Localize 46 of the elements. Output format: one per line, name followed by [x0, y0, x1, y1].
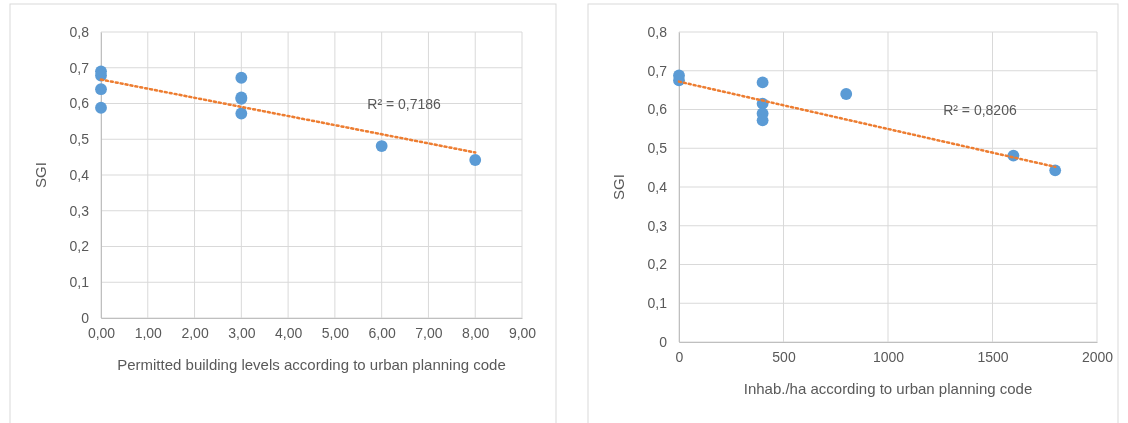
y-tick-label: 0,5	[647, 140, 668, 157]
annotation: R² = 0,8206	[943, 101, 1017, 118]
y-tick-label: 0	[81, 309, 90, 326]
x-tick-label: 1000	[872, 348, 905, 365]
x-tick-label: 0	[675, 348, 684, 365]
point	[235, 71, 248, 84]
point	[469, 154, 482, 166]
x-axis-title: Permitted building levels according to urban planning code	[117, 356, 506, 373]
y-tick-label: 0,7	[69, 59, 90, 76]
y-tick-label: 0,8	[69, 23, 90, 40]
x-tick-label: 1500	[977, 348, 1009, 365]
point	[840, 88, 853, 100]
y-tick-label: 0,2	[69, 238, 90, 255]
x-tick-label: 2,00	[181, 324, 209, 341]
y-tick-label: 0,1	[647, 295, 668, 312]
x-tick-label: 500	[772, 348, 796, 365]
x-tick-label: 4,00	[274, 324, 303, 341]
y-axis-title: SGI	[32, 162, 49, 188]
y-tick-label: 0,8	[647, 23, 668, 40]
y-tick-label: 0,3	[69, 202, 90, 219]
y-axis-title: SGI	[610, 174, 627, 200]
y-tick-label: 0,4	[647, 178, 668, 195]
x-axis-title: Inhab./ha according to urban planning code	[743, 380, 1033, 397]
point	[235, 107, 248, 120]
y-tick-label: 0,1	[69, 274, 90, 291]
point	[95, 101, 107, 114]
x-tick-label: 6,00	[368, 324, 396, 341]
x-tick-label: 0,00	[87, 324, 116, 341]
x-tick-label: 8,00	[462, 324, 490, 341]
x-tick-label: 1,00	[134, 324, 163, 341]
x-tick-label: 2000	[1081, 348, 1114, 365]
point	[756, 76, 769, 89]
y-tick-label: 0,5	[69, 131, 90, 148]
y-tick-label: 0,4	[69, 166, 90, 183]
annotation: R² = 0,7186	[367, 95, 442, 112]
x-tick-label: 7,00	[415, 324, 443, 341]
y-tick-label: 0,7	[647, 62, 668, 79]
x-tick-label: 3,00	[228, 324, 256, 341]
y-tick-label: 0,2	[647, 256, 668, 273]
point	[95, 83, 107, 96]
y-tick-label: 0,3	[647, 217, 668, 234]
x-tick-label: 9,00	[508, 324, 537, 341]
point	[375, 140, 388, 152]
y-tick-label: 0,6	[647, 101, 668, 118]
x-tick-label: 5,00	[321, 324, 350, 341]
y-tick-label: 0,6	[69, 95, 90, 112]
